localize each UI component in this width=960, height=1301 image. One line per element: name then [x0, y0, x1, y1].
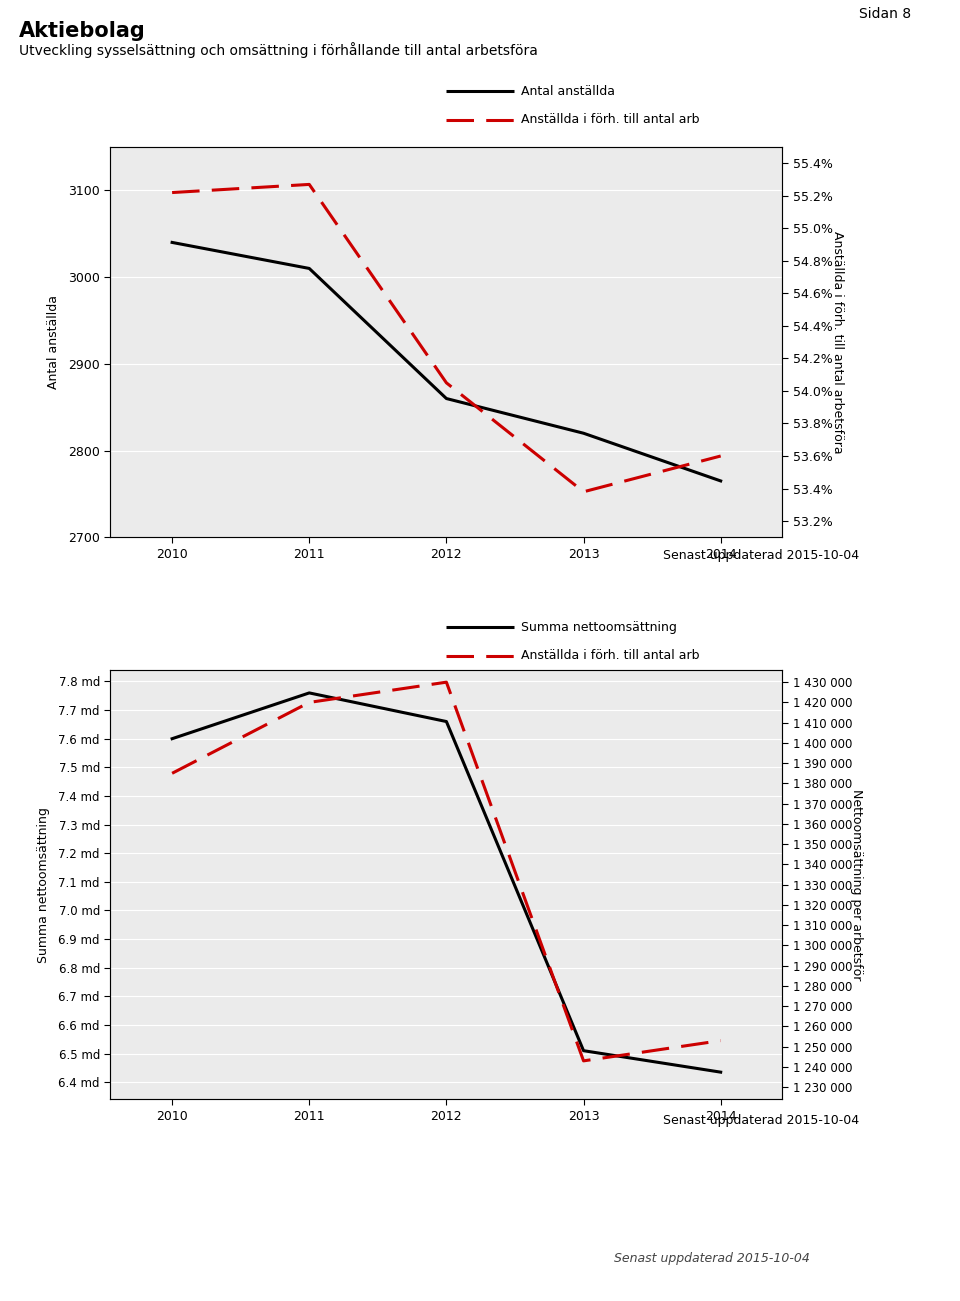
- Y-axis label: Nettoomsättning per arbetsför: Nettoomsättning per arbetsför: [851, 788, 863, 981]
- Text: Senast uppdaterad 2015-10-04: Senast uppdaterad 2015-10-04: [663, 1114, 859, 1127]
- Text: Anställda i förh. till antal arb: Anställda i förh. till antal arb: [521, 113, 700, 126]
- Y-axis label: Summa nettoomsättning: Summa nettoomsättning: [37, 807, 50, 963]
- Text: Utveckling sysselsättning och omsättning i förhållande till antal arbetsföra: Utveckling sysselsättning och omsättning…: [19, 42, 538, 57]
- Text: Sidan 8: Sidan 8: [859, 7, 911, 21]
- Text: Antal anställda: Antal anställda: [521, 85, 615, 98]
- Text: Aktiebolag: Aktiebolag: [19, 21, 146, 40]
- Y-axis label: Anställda i förh. till antal arbetsföra: Anställda i förh. till antal arbetsföra: [831, 230, 844, 454]
- Text: Summa nettoomsättning: Summa nettoomsättning: [521, 621, 677, 634]
- Text: Senast uppdaterad 2015-10-04: Senast uppdaterad 2015-10-04: [663, 549, 859, 562]
- Text: Senast uppdaterad 2015-10-04: Senast uppdaterad 2015-10-04: [614, 1252, 810, 1265]
- Text: Anställda i förh. till antal arb: Anställda i förh. till antal arb: [521, 649, 700, 662]
- Y-axis label: Antal anställda: Antal anställda: [47, 295, 60, 389]
